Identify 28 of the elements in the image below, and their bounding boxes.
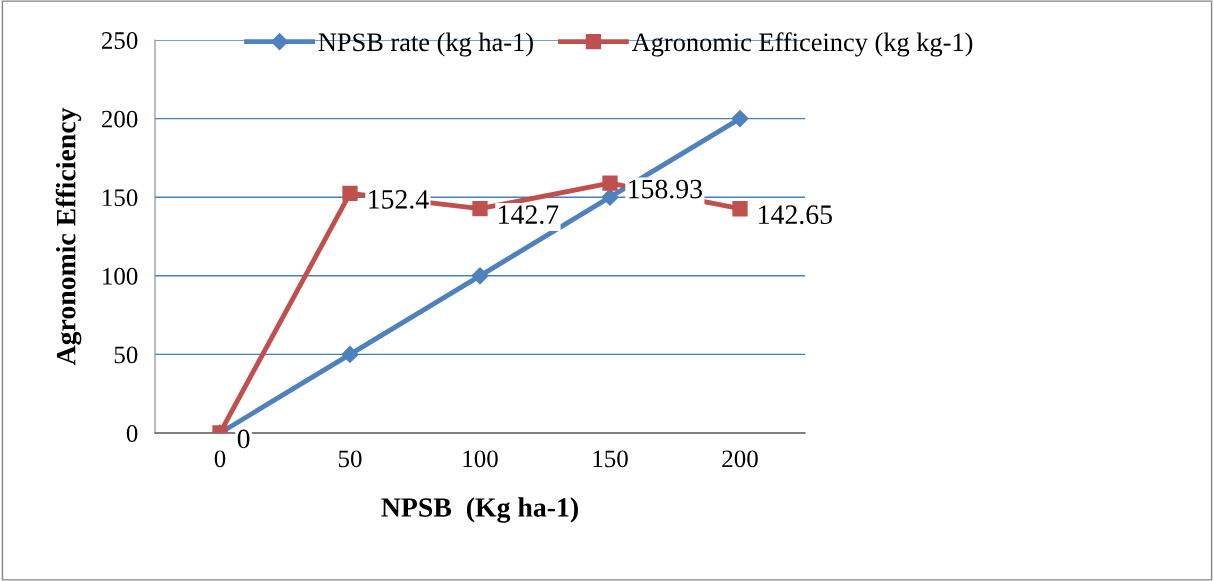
x-axis-title: NPSB (Kg ha-1): [381, 497, 578, 523]
y-tick-label: 250: [101, 32, 138, 49]
data-label: 158.93: [629, 179, 702, 199]
x-tick-label: 150: [593, 450, 628, 468]
point: [342, 185, 358, 202]
y-tick-label: 200: [101, 110, 138, 128]
legend-label: NPSB rate (kg ha-1): [318, 32, 533, 57]
data-label: 152.4: [369, 190, 429, 209]
point: [601, 188, 619, 206]
y-tick-label: 150: [103, 189, 138, 207]
x-tick-label: 100: [463, 450, 498, 468]
point: [732, 201, 748, 217]
data-label: 142.65: [759, 205, 832, 225]
data-label: 142.7: [499, 205, 559, 225]
point: [731, 110, 749, 128]
point: [472, 201, 488, 217]
y-tick-label: 100: [103, 267, 138, 285]
y-axis-title: Agronomic Efficiency: [55, 107, 82, 366]
x-tick-label: 200: [722, 450, 758, 468]
y-tick-label: 0: [126, 425, 138, 442]
x-tick-label: 0: [214, 450, 226, 468]
legend-label: Agronomic Efficeincy (kg kg-1): [631, 32, 973, 57]
point: [471, 267, 489, 285]
point: [341, 345, 359, 363]
data-label: 0: [237, 429, 250, 449]
y-tick-label: 50: [114, 346, 138, 364]
point: [602, 175, 618, 191]
x-tick-label: 50: [338, 450, 362, 468]
